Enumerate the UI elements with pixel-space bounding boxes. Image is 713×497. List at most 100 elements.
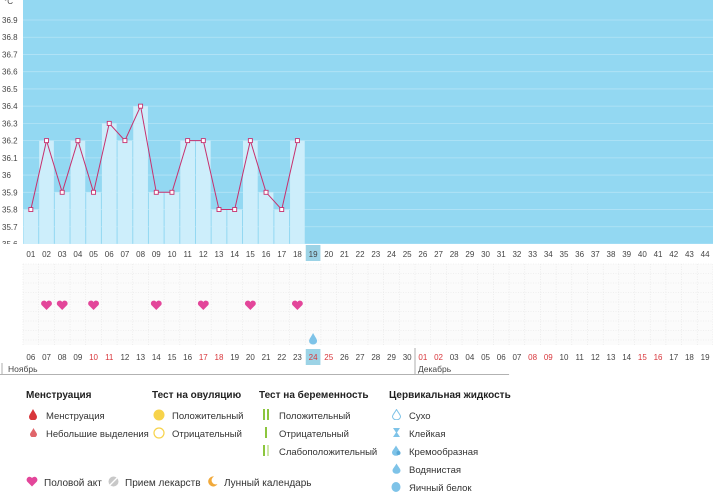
y-tick-label: 35.8 xyxy=(2,206,18,215)
calendar-date-label: 07 xyxy=(512,353,521,362)
y-tick-label: 36.8 xyxy=(2,33,18,42)
legend-title: Тест на овуляцию xyxy=(152,390,242,401)
temperature-point xyxy=(169,189,175,195)
legend-label: Отрицательный xyxy=(172,428,242,440)
water-drop-icon xyxy=(389,463,403,477)
temperature-bar xyxy=(195,140,211,244)
temperature-bar xyxy=(70,140,86,244)
y-tick-label: 35.7 xyxy=(2,223,18,232)
cycle-day-label: 10 xyxy=(168,250,177,259)
y-tick-label: 36.3 xyxy=(2,119,18,128)
moon-icon xyxy=(207,476,218,490)
cycle-day-label: 29 xyxy=(465,250,474,259)
cycle-day-label: 06 xyxy=(105,250,114,259)
temperature-point xyxy=(44,138,49,144)
heart-icon xyxy=(41,300,52,310)
outline-drop-icon xyxy=(389,408,403,423)
temperature-bar xyxy=(258,192,274,244)
y-unit-label: °C xyxy=(4,0,13,6)
cycle-day-label: 38 xyxy=(607,250,616,259)
legend-label: Слабоположительный xyxy=(279,446,378,458)
calendar-date-label: 12 xyxy=(591,353,600,362)
cycle-day-label: 39 xyxy=(622,250,631,259)
cycle-day-label: 40 xyxy=(638,250,647,259)
cycle-day-label: 31 xyxy=(497,250,506,259)
heart-icon xyxy=(150,300,162,310)
legend-title: Цервикальная жидкость xyxy=(389,390,511,401)
legend-menstruation: Менструация Менструация Небольшие выделе… xyxy=(26,390,149,443)
cycle-day-label: 23 xyxy=(371,250,380,259)
calendar-date-label: 11 xyxy=(575,353,584,362)
cycle-day-label: 09 xyxy=(152,250,161,259)
calendar-date-label: 09 xyxy=(73,353,82,362)
double-line-icon xyxy=(259,409,273,423)
calendar-date-label: 11 xyxy=(105,353,114,362)
cycle-day-label: 34 xyxy=(544,250,553,259)
temperature-point xyxy=(106,120,112,126)
calendar-date-label: 24 xyxy=(309,353,318,362)
calendar-date-label: 13 xyxy=(607,353,616,362)
calendar-date-label: 04 xyxy=(465,353,474,362)
pill-icon xyxy=(108,476,119,490)
legend-label: Положительный xyxy=(279,410,351,422)
legend-pregnancy-test: Тест на беременность Положительный Отриц… xyxy=(259,390,377,461)
cycle-day-label: 21 xyxy=(340,250,349,259)
y-tick-label: 36.9 xyxy=(2,16,18,25)
calendar-date-label: 27 xyxy=(356,353,365,362)
temperature-point xyxy=(59,189,65,195)
temperature-bar xyxy=(133,106,148,245)
cycle-day-label: 16 xyxy=(262,250,271,259)
calendar-date-label: 19 xyxy=(701,353,710,362)
legend-item-ovulation-negative: Отрицательный xyxy=(152,425,243,443)
legend-label: Прием лекарств xyxy=(125,477,201,489)
temperature-point xyxy=(294,138,300,144)
temperature-bar xyxy=(164,192,180,244)
legend-label: Отрицательный xyxy=(279,428,349,440)
legend-item-medicine: Прием лекарств xyxy=(108,476,201,490)
cycle-day-label: 35 xyxy=(560,250,569,259)
legend-item-intercourse: Половой акт xyxy=(26,476,102,490)
cycle-day-label: 37 xyxy=(591,250,600,259)
bbt-chart: 35.635.735.835.93636.136.236.336.436.536… xyxy=(0,0,713,375)
calendar-date-label: 10 xyxy=(560,353,569,362)
cycle-day-label: 27 xyxy=(434,250,443,259)
temperature-line xyxy=(30,104,298,211)
temperature-bar xyxy=(23,209,39,244)
calendar-date-label: 05 xyxy=(481,353,490,362)
calendar-date-label: 16 xyxy=(183,353,192,362)
calendar-date-label: 18 xyxy=(215,353,224,362)
legend-item-dry: Сухо xyxy=(389,407,511,425)
calendar-date-label: 16 xyxy=(654,353,663,362)
current-day-highlight xyxy=(305,245,321,261)
cycle-day-label: 18 xyxy=(293,250,302,259)
legend-item-pregnancy-positive: Положительный xyxy=(259,407,377,425)
temperature-point xyxy=(91,189,97,195)
calendar-date-label: 08 xyxy=(528,353,537,362)
cycle-day-label: 15 xyxy=(246,250,255,259)
legend-title: Тест на беременность xyxy=(259,390,369,401)
calendar-date-label: 15 xyxy=(638,353,647,362)
legend-cervical-fluid: Цервикальная жидкость Сухо Клейкая Кремо… xyxy=(389,390,511,497)
legend: Менструация Менструация Небольшие выделе… xyxy=(0,390,713,494)
calendar-date-label: 19 xyxy=(230,353,239,362)
calendar-date-label: 14 xyxy=(622,353,631,362)
heart-icon xyxy=(56,300,68,310)
cycle-day-label: 28 xyxy=(450,250,459,259)
current-date-highlight xyxy=(305,349,321,365)
temperature-point xyxy=(279,207,285,212)
legend-label: Водянистая xyxy=(409,464,462,476)
temperature-bar xyxy=(274,209,290,244)
calendar-date-label: 17 xyxy=(199,353,208,362)
legend-label: Кремообразная xyxy=(409,446,479,458)
legend-item-sticky: Клейкая xyxy=(389,425,511,443)
cycle-day-label: 33 xyxy=(528,250,537,259)
legend-label: Положительный xyxy=(172,410,244,422)
legend-item-pregnancy-weak: Слабоположительный xyxy=(259,443,377,461)
heart-icon xyxy=(291,300,303,310)
calendar-date-label: 29 xyxy=(387,353,396,362)
temperature-point xyxy=(185,138,191,144)
heart-icon xyxy=(244,300,256,310)
cycle-day-label: 17 xyxy=(277,250,286,259)
fluid-drop-icon xyxy=(309,333,318,345)
temperature-point xyxy=(232,207,238,212)
